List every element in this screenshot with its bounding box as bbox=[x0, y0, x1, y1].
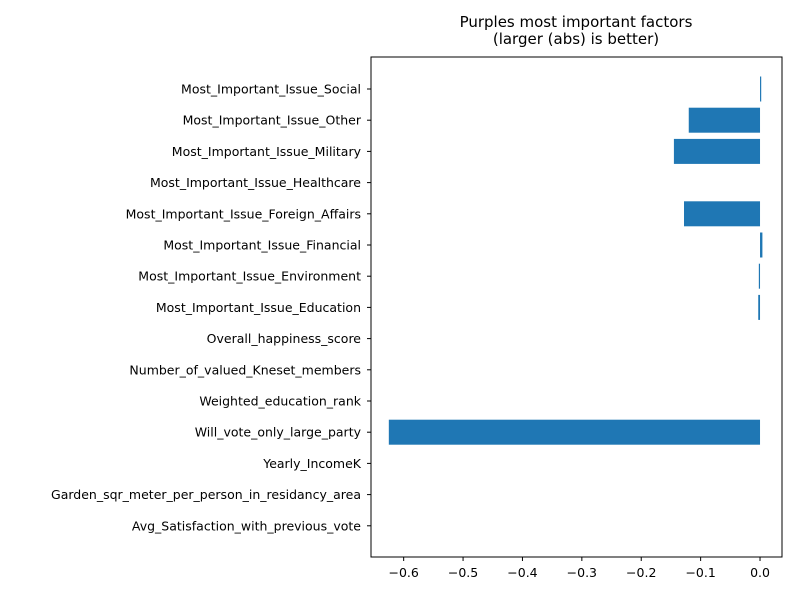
chart-title: Purples most important factors bbox=[460, 13, 693, 31]
y-tick-label: Most_Important_Issue_Healthcare bbox=[150, 175, 361, 190]
chart-subtitle: (larger (abs) is better) bbox=[493, 30, 659, 48]
y-tick-label: Garden_sqr_meter_per_person_in_residancy… bbox=[51, 487, 361, 502]
bar bbox=[760, 76, 762, 102]
y-tick-label: Avg_Satisfaction_with_previous_vote bbox=[132, 518, 361, 533]
bar bbox=[688, 107, 761, 133]
x-tick-label: −0.4 bbox=[507, 565, 537, 580]
y-tick-label: Weighted_education_rank bbox=[199, 394, 361, 409]
y-tick-label: Number_of_valued_Kneset_members bbox=[129, 362, 361, 377]
x-axis-ticks: −0.6 −0.5 −0.4 −0.3 −0.2 −0.1 0.0 bbox=[388, 557, 770, 580]
plot-frame bbox=[370, 56, 783, 558]
x-tick-label: −0.6 bbox=[388, 565, 418, 580]
y-tick-label: Most_Important_Issue_Military bbox=[172, 144, 362, 159]
y-tick-label: Yearly_IncomeK bbox=[262, 456, 362, 471]
y-tick-label: Most_Important_Issue_Education bbox=[156, 300, 361, 315]
x-tick-label: −0.3 bbox=[567, 565, 597, 580]
y-axis-ticks: Most_Important_Issue_Social Most_Importan… bbox=[51, 82, 371, 533]
y-tick-label: Most_Important_Issue_Social bbox=[181, 82, 361, 97]
bar bbox=[388, 419, 761, 445]
x-tick-label: −0.2 bbox=[626, 565, 656, 580]
x-tick-label: −0.5 bbox=[448, 565, 478, 580]
bars-layer bbox=[388, 76, 763, 445]
y-tick-label: Overall_happiness_score bbox=[207, 331, 362, 346]
bar bbox=[684, 201, 761, 227]
x-tick-label: 0.0 bbox=[750, 565, 770, 580]
y-tick-label: Will_vote_only_large_party bbox=[195, 425, 362, 440]
y-tick-label: Most_Important_Issue_Other bbox=[183, 113, 362, 128]
bar bbox=[673, 138, 761, 164]
y-tick-label: Most_Important_Issue_Environment bbox=[138, 269, 361, 284]
y-tick-label: Most_Important_Issue_Financial bbox=[163, 238, 361, 253]
x-tick-label: −0.1 bbox=[685, 565, 715, 580]
bar bbox=[758, 263, 761, 289]
bar bbox=[760, 232, 763, 258]
bar bbox=[758, 294, 761, 320]
y-tick-label: Most_Important_Issue_Foreign_Affairs bbox=[126, 206, 361, 221]
